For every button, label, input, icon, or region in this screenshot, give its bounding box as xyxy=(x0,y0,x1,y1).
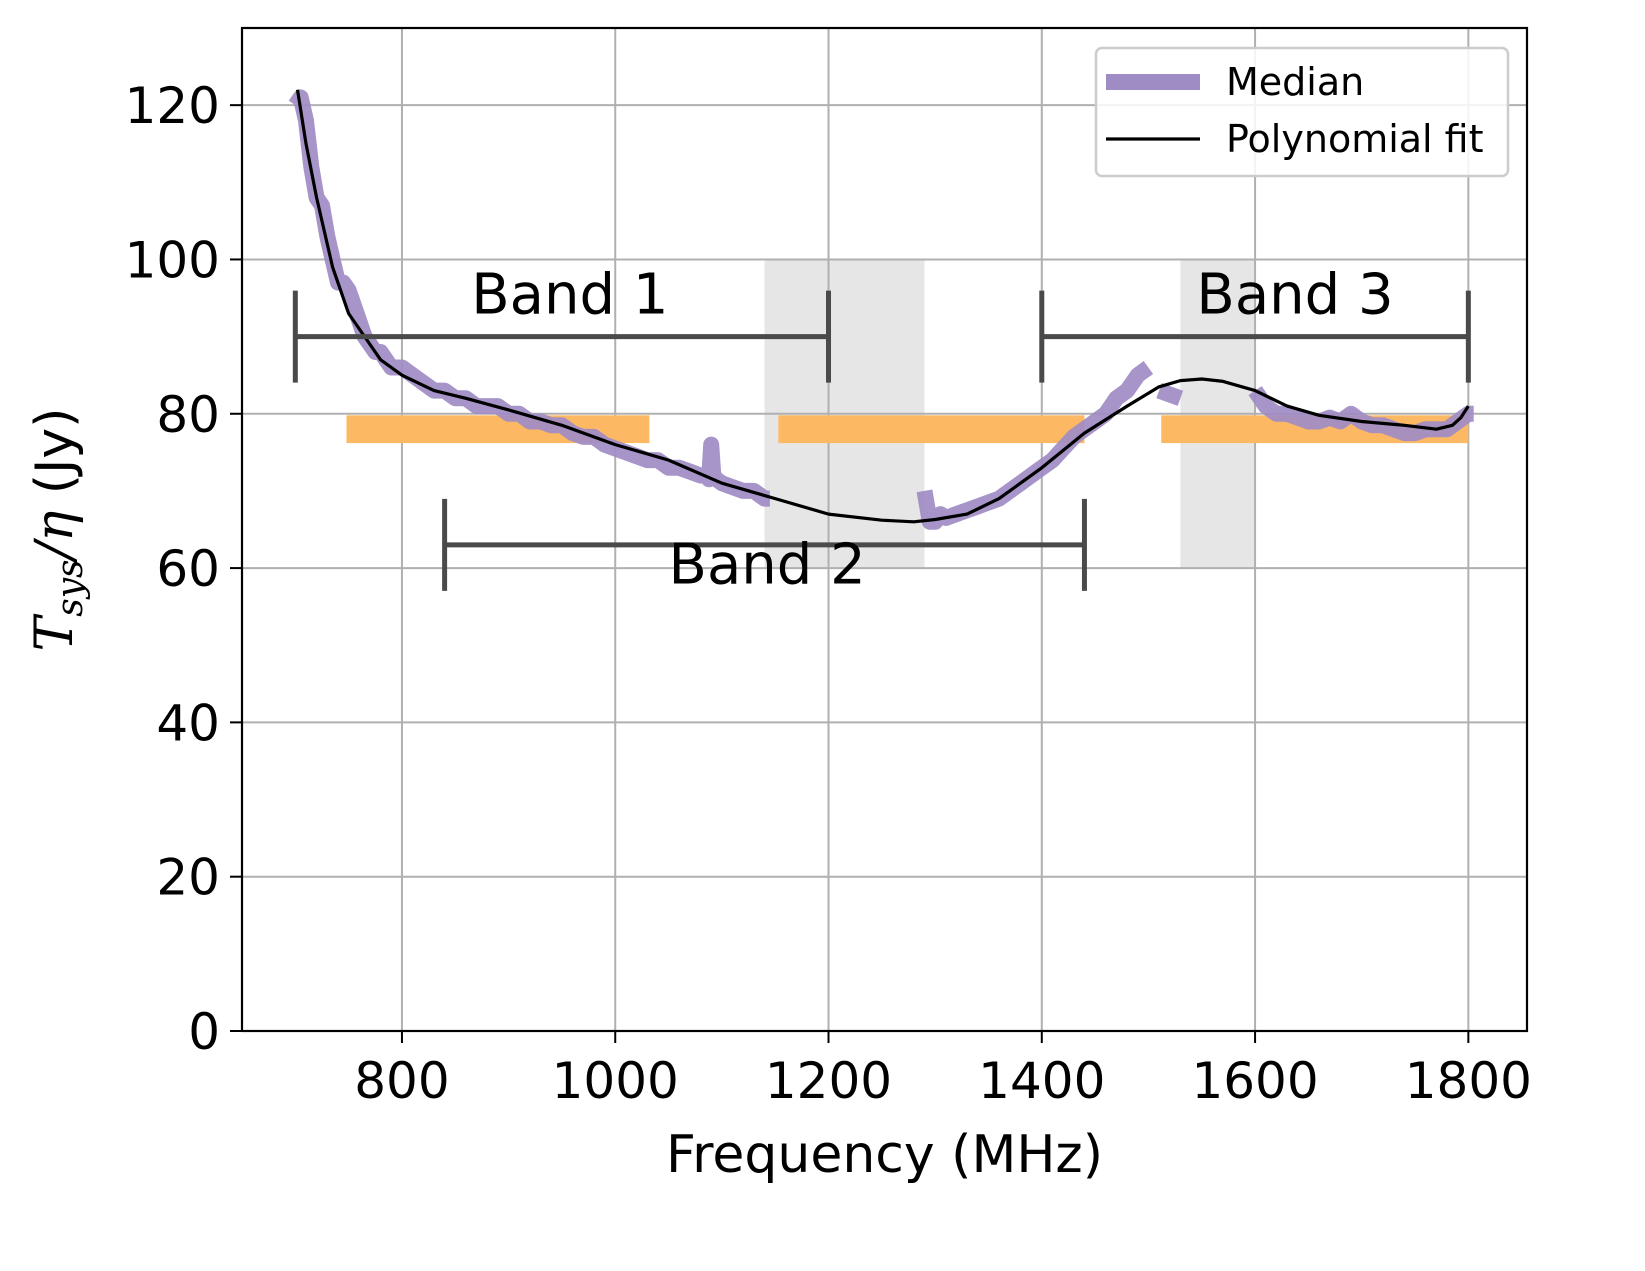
band-3-label: Band 3 xyxy=(1196,262,1393,327)
band-2-label: Band 2 xyxy=(669,533,866,598)
y-tick-label-60: 60 xyxy=(156,540,220,598)
y-tick-label-120: 120 xyxy=(125,77,220,135)
y-tick-label-80: 80 xyxy=(156,386,220,444)
legend-median-label: Median xyxy=(1226,60,1364,104)
x-tick-label-1800: 1800 xyxy=(1405,1052,1532,1110)
x-tick-label-1600: 1600 xyxy=(1191,1052,1318,1110)
x-tick-label-1400: 1400 xyxy=(978,1052,1105,1110)
plot-frame xyxy=(240,26,1529,1033)
y-axis-title: Tsys/η (Jy) xyxy=(25,408,91,652)
y-axis-title-rest: /η xyxy=(25,511,85,565)
y-tick-label-0: 0 xyxy=(188,1003,220,1061)
median-line-segment-3 xyxy=(1156,383,1184,406)
legend: Median Polynomial fit xyxy=(1094,46,1510,178)
tick-layer: 800 1000 1200 1400 1600 1800 0 20 40 60 80 100 120 xyxy=(125,77,1532,1110)
y-axis-title-sub: sys xyxy=(50,559,91,616)
polynomial-fit-line xyxy=(295,89,1470,524)
legend-fit-label: Polynomial fit xyxy=(1226,117,1484,161)
median-line-segment-2 xyxy=(916,361,1154,530)
orange-bar-2 xyxy=(778,415,1085,444)
x-tick-label-800: 800 xyxy=(354,1052,449,1110)
x-tick-label-1000: 1000 xyxy=(552,1052,679,1110)
y-tick-label-20: 20 xyxy=(156,849,220,907)
band-layer: Band 1 Band 2 Band 3 xyxy=(292,262,1471,598)
y-axis-title-unit: (Jy) xyxy=(25,408,85,511)
x-axis-title: Frequency (MHz) xyxy=(666,1125,1103,1185)
data-layer xyxy=(288,89,1477,530)
y-tick-label-100: 100 xyxy=(125,231,220,289)
y-axis-title-main: T xyxy=(25,613,85,651)
x-tick-label-1200: 1200 xyxy=(765,1052,892,1110)
y-tick-label-40: 40 xyxy=(156,694,220,752)
band-1-label: Band 1 xyxy=(471,262,668,327)
